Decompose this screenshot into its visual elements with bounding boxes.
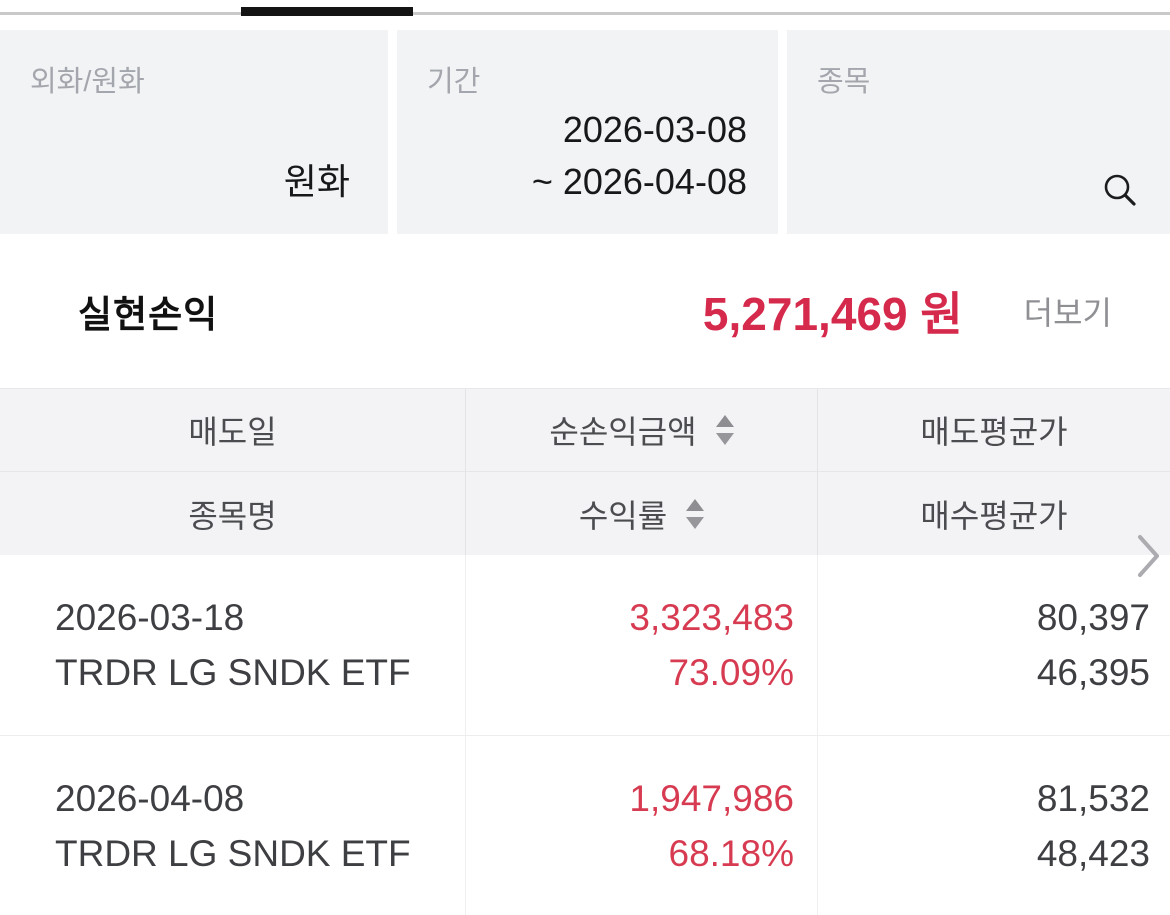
sell-date: 2026-04-08 <box>55 777 245 819</box>
sort-up-icon <box>715 415 734 427</box>
filter-currency-value: 원화 <box>283 161 350 202</box>
symbol-name: TRDR LG SNDK ETF <box>55 652 411 693</box>
filter-currency[interactable]: 외화/원화 원화 <box>0 30 388 234</box>
search-icon[interactable] <box>1102 172 1138 208</box>
filter-period-value: 2026-03-08 ~ 2026-04-08 <box>397 104 778 208</box>
filter-period-end: ~ 2026-04-08 <box>531 161 747 202</box>
table-row[interactable]: 2026-04-08 TRDR LG SNDK ETF 1,947,986 68… <box>0 735 1170 915</box>
header-sell-date: 매도일 <box>0 389 466 472</box>
realized-pl-amount: 5,271,469 원 <box>702 288 963 340</box>
filter-symbol-label: 종목 <box>817 66 871 98</box>
filter-currency-label: 외화/원화 <box>30 66 145 98</box>
buy-avg-price: 46,395 <box>1036 652 1150 693</box>
filter-period[interactable]: 기간 2026-03-08 ~ 2026-04-08 <box>397 30 778 234</box>
tab-scroll-track <box>0 12 1170 15</box>
more-button[interactable]: 더보기 <box>1023 295 1112 331</box>
net-profit: 1,947,986 <box>629 777 794 819</box>
filter-period-label: 기간 <box>427 66 481 98</box>
return-rate: 68.18% <box>668 832 795 874</box>
header-return-rate-label: 수익률 <box>578 497 668 534</box>
cell-avg-prices: 81,532 48,423 <box>818 736 1170 915</box>
header-symbol-name: 종목명 <box>0 472 466 555</box>
cell-date-name: 2026-03-18 TRDR LG SNDK ETF <box>0 555 466 735</box>
cell-profit-rate: 3,323,483 73.09% <box>466 555 818 735</box>
chevron-right-icon[interactable] <box>1132 528 1166 584</box>
symbol-name: TRDR LG SNDK ETF <box>55 832 411 874</box>
cell-profit-rate: 1,947,986 68.18% <box>466 736 818 915</box>
header-net-profit-label: 순손익금액 <box>549 414 697 450</box>
summary-title: 실현손익 <box>78 294 219 335</box>
realized-pl-table: 매도일 순손익금액 매도평균가 종목명 수익률 매수평균가 <box>0 388 1170 915</box>
net-profit: 3,323,483 <box>629 597 794 638</box>
sort-net-profit-button[interactable] <box>715 415 734 445</box>
filter-bar: 외화/원화 원화 기간 2026-03-08 ~ 2026-04-08 종목 <box>0 30 1170 234</box>
sell-date: 2026-03-18 <box>55 597 245 638</box>
header-sell-avg-price: 매도평균가 <box>818 389 1170 472</box>
filter-symbol[interactable]: 종목 <box>787 30 1170 234</box>
header-buy-avg-price: 매수평균가 <box>920 497 1068 534</box>
sell-avg-price: 80,397 <box>1036 597 1150 638</box>
sort-down-icon <box>715 433 734 445</box>
sort-up-icon <box>686 498 705 511</box>
tab-scroll-thumb[interactable] <box>241 7 413 16</box>
sort-return-rate-button[interactable] <box>686 498 705 529</box>
header-return-rate: 수익률 <box>466 472 818 555</box>
cell-avg-prices: 80,397 46,395 <box>818 555 1170 735</box>
realized-pl-summary: 실현손익 5,271,469 원 더보기 <box>0 234 1170 388</box>
table-header: 매도일 순손익금액 매도평균가 종목명 수익률 매수평균가 <box>0 388 1170 577</box>
tab-strip <box>0 0 1170 30</box>
cell-date-name: 2026-04-08 TRDR LG SNDK ETF <box>0 736 466 915</box>
filter-period-start: 2026-03-08 <box>562 109 747 150</box>
return-rate: 73.09% <box>668 652 795 693</box>
header-net-profit: 순손익금액 <box>466 389 818 472</box>
sell-avg-price: 81,532 <box>1036 777 1150 819</box>
sort-down-icon <box>686 516 705 529</box>
table-row[interactable]: 2026-03-18 TRDR LG SNDK ETF 3,323,483 73… <box>0 555 1170 735</box>
buy-avg-price: 48,423 <box>1036 832 1150 874</box>
